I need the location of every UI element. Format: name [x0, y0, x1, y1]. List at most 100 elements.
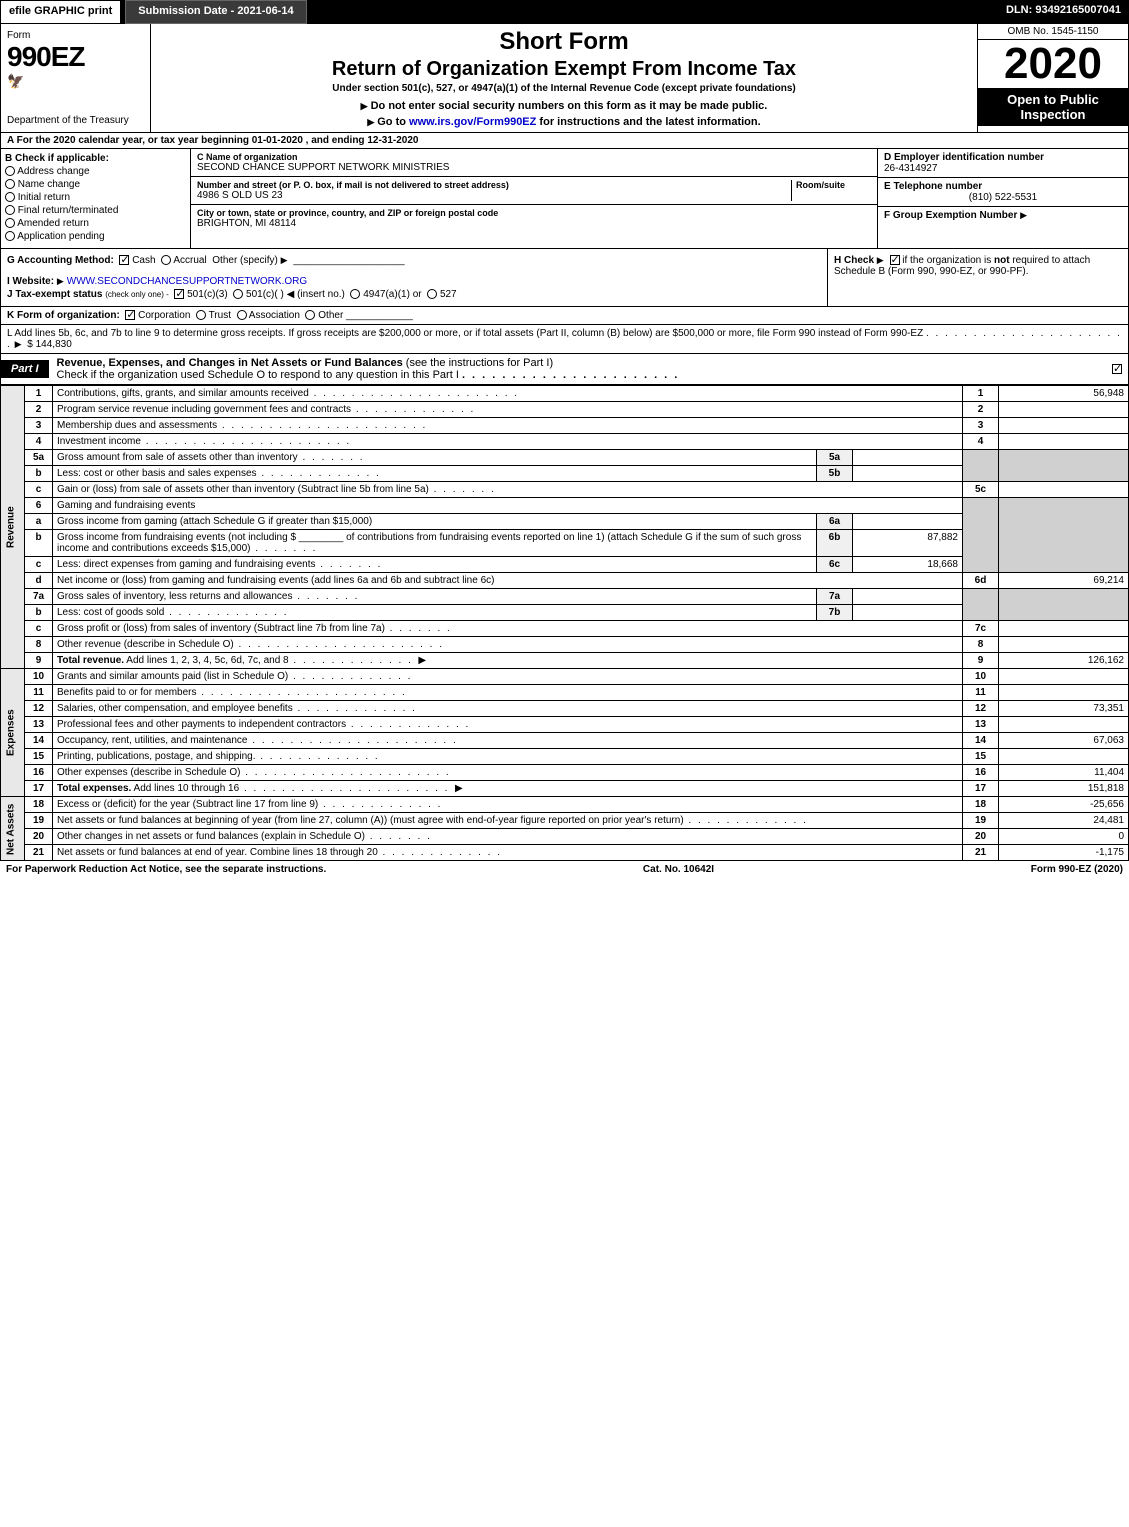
chk-name-change[interactable] — [5, 179, 15, 189]
efile-badge[interactable]: efile GRAPHIC print — [0, 0, 121, 24]
chk-501c[interactable] — [233, 289, 243, 299]
chk-527[interactable] — [427, 289, 437, 299]
l20-desc: Other changes in net assets or fund bala… — [57, 831, 365, 842]
l6b-sv: 87,882 — [853, 530, 963, 557]
l5b-sv — [853, 466, 963, 482]
row-k: K Form of organization: Corporation Trus… — [0, 307, 1129, 325]
org-street: 4986 S OLD US 23 — [197, 190, 791, 201]
return-title: Return of Organization Exempt From Incom… — [159, 58, 969, 81]
l17-ln: 17 — [963, 781, 999, 797]
line-6: 6 Gaming and fundraising events — [1, 498, 1129, 514]
dept-treasury: Department of the Treasury — [7, 115, 144, 126]
l3-desc: Membership dues and assessments — [57, 420, 217, 431]
line-4: 4 Investment income 4 — [1, 434, 1129, 450]
l1-ln: 1 — [963, 386, 999, 402]
j-note: (check only one) - — [105, 290, 169, 299]
e-phone-label: E Telephone number — [884, 181, 1122, 192]
l20-val: 0 — [999, 829, 1129, 845]
form-header: Form 990EZ 🦅 Department of the Treasury … — [0, 24, 1129, 133]
l21-ln: 21 — [963, 845, 999, 861]
section-bcdef: B Check if applicable: Address change Na… — [0, 149, 1129, 249]
l9-desc2: Add lines 1, 2, 3, 4, 5c, 6d, 7c, and 8 — [124, 655, 289, 666]
omb-number: OMB No. 1545-1150 — [978, 24, 1128, 40]
l7b-sn: 7b — [817, 605, 853, 621]
chk-corporation[interactable] — [125, 310, 135, 320]
l15-ln: 15 — [963, 749, 999, 765]
l6a-desc: Gross income from gaming (attach Schedul… — [53, 514, 817, 530]
l5a-desc: Gross amount from sale of assets other t… — [57, 452, 298, 463]
tax-year: 2020 — [978, 40, 1128, 88]
irs-link[interactable]: www.irs.gov/Form990EZ — [409, 116, 536, 128]
l21-num: 21 — [25, 845, 53, 861]
line-19: 19 Net assets or fund balances at beginn… — [1, 813, 1129, 829]
l7c-num: c — [25, 621, 53, 637]
l19-val: 24,481 — [999, 813, 1129, 829]
dln-number: DLN: 93492165007041 — [998, 0, 1129, 24]
l17-desc2: Add lines 10 through 16 — [131, 783, 239, 794]
chk-amended-return[interactable] — [5, 218, 15, 228]
line-13: 13 Professional fees and other payments … — [1, 717, 1129, 733]
chk-final-return[interactable] — [5, 205, 15, 215]
open-public-badge: Open to Public Inspection — [978, 88, 1128, 126]
l5b-num: b — [25, 466, 53, 482]
lbl-address-change: Address change — [17, 166, 89, 177]
l6b-num: b — [25, 530, 53, 557]
lbl-other-method: Other (specify) — [212, 255, 278, 266]
chk-initial-return[interactable] — [5, 192, 15, 202]
l6c-sv: 18,668 — [853, 557, 963, 573]
col-def: D Employer identification number 26-4314… — [878, 149, 1128, 248]
chk-other-org[interactable] — [305, 310, 315, 320]
l6a-sn: 6a — [817, 514, 853, 530]
l11-val — [999, 685, 1129, 701]
side-revenue: Revenue — [1, 386, 25, 669]
l12-val: 73,351 — [999, 701, 1129, 717]
lbl-assoc: Association — [249, 310, 300, 321]
lbl-527: 527 — [440, 289, 457, 300]
l9-val: 126,162 — [999, 653, 1129, 669]
chk-cash[interactable] — [119, 255, 129, 265]
line-2: 2 Program service revenue including gove… — [1, 402, 1129, 418]
l2-ln: 2 — [963, 402, 999, 418]
line-17: 17 Total expenses. Add lines 10 through … — [1, 781, 1129, 797]
l10-desc: Grants and similar amounts paid (list in… — [57, 671, 288, 682]
irs-eagle-icon: 🦅 — [7, 73, 144, 90]
footer-center: Cat. No. 10642I — [643, 864, 714, 875]
h-not: not — [994, 255, 1010, 266]
website-link[interactable]: WWW.SECONDCHANCESUPPORTNETWORK.ORG — [67, 276, 307, 287]
chk-4947[interactable] — [350, 289, 360, 299]
chk-trust[interactable] — [196, 310, 206, 320]
footer-right-suf: (2020) — [1091, 864, 1123, 875]
d-ein-label: D Employer identification number — [884, 152, 1122, 163]
l6c-num: c — [25, 557, 53, 573]
footer-right-pre: Form — [1031, 864, 1059, 875]
lbl-amended-return: Amended return — [17, 218, 89, 229]
line-11: 11 Benefits paid to or for members 11 — [1, 685, 1129, 701]
l14-ln: 14 — [963, 733, 999, 749]
chk-application-pending[interactable] — [5, 231, 15, 241]
chk-association[interactable] — [237, 310, 247, 320]
c-street-label: Number and street (or P. O. box, if mail… — [197, 180, 791, 190]
chk-address-change[interactable] — [5, 166, 15, 176]
lbl-501c3: 501(c)(3) — [187, 289, 228, 300]
l1-val: 56,948 — [999, 386, 1129, 402]
l15-val — [999, 749, 1129, 765]
chk-accrual[interactable] — [161, 255, 171, 265]
chk-501c3[interactable] — [174, 289, 184, 299]
l14-num: 14 — [25, 733, 53, 749]
part1-header: Part I Revenue, Expenses, and Changes in… — [0, 354, 1129, 385]
goto-instructions: Go to www.irs.gov/Form990EZ for instruct… — [159, 116, 969, 128]
l17-num: 17 — [25, 781, 53, 797]
line-10: Expenses 10 Grants and similar amounts p… — [1, 669, 1129, 685]
line-16: 16 Other expenses (describe in Schedule … — [1, 765, 1129, 781]
c-name-label: C Name of organization — [197, 152, 871, 162]
line-9: 9 Total revenue. Add lines 1, 2, 3, 4, 5… — [1, 653, 1129, 669]
l20-num: 20 — [25, 829, 53, 845]
l7b-num: b — [25, 605, 53, 621]
chk-schedule-o[interactable] — [1112, 364, 1122, 374]
line-18: Net Assets 18 Excess or (deficit) for th… — [1, 797, 1129, 813]
chk-h-not-required[interactable] — [890, 255, 900, 265]
c-city-label: City or town, state or province, country… — [197, 208, 871, 218]
line-14: 14 Occupancy, rent, utilities, and maint… — [1, 733, 1129, 749]
part1-title-note: (see the instructions for Part I) — [403, 357, 553, 369]
l9-ln: 9 — [963, 653, 999, 669]
